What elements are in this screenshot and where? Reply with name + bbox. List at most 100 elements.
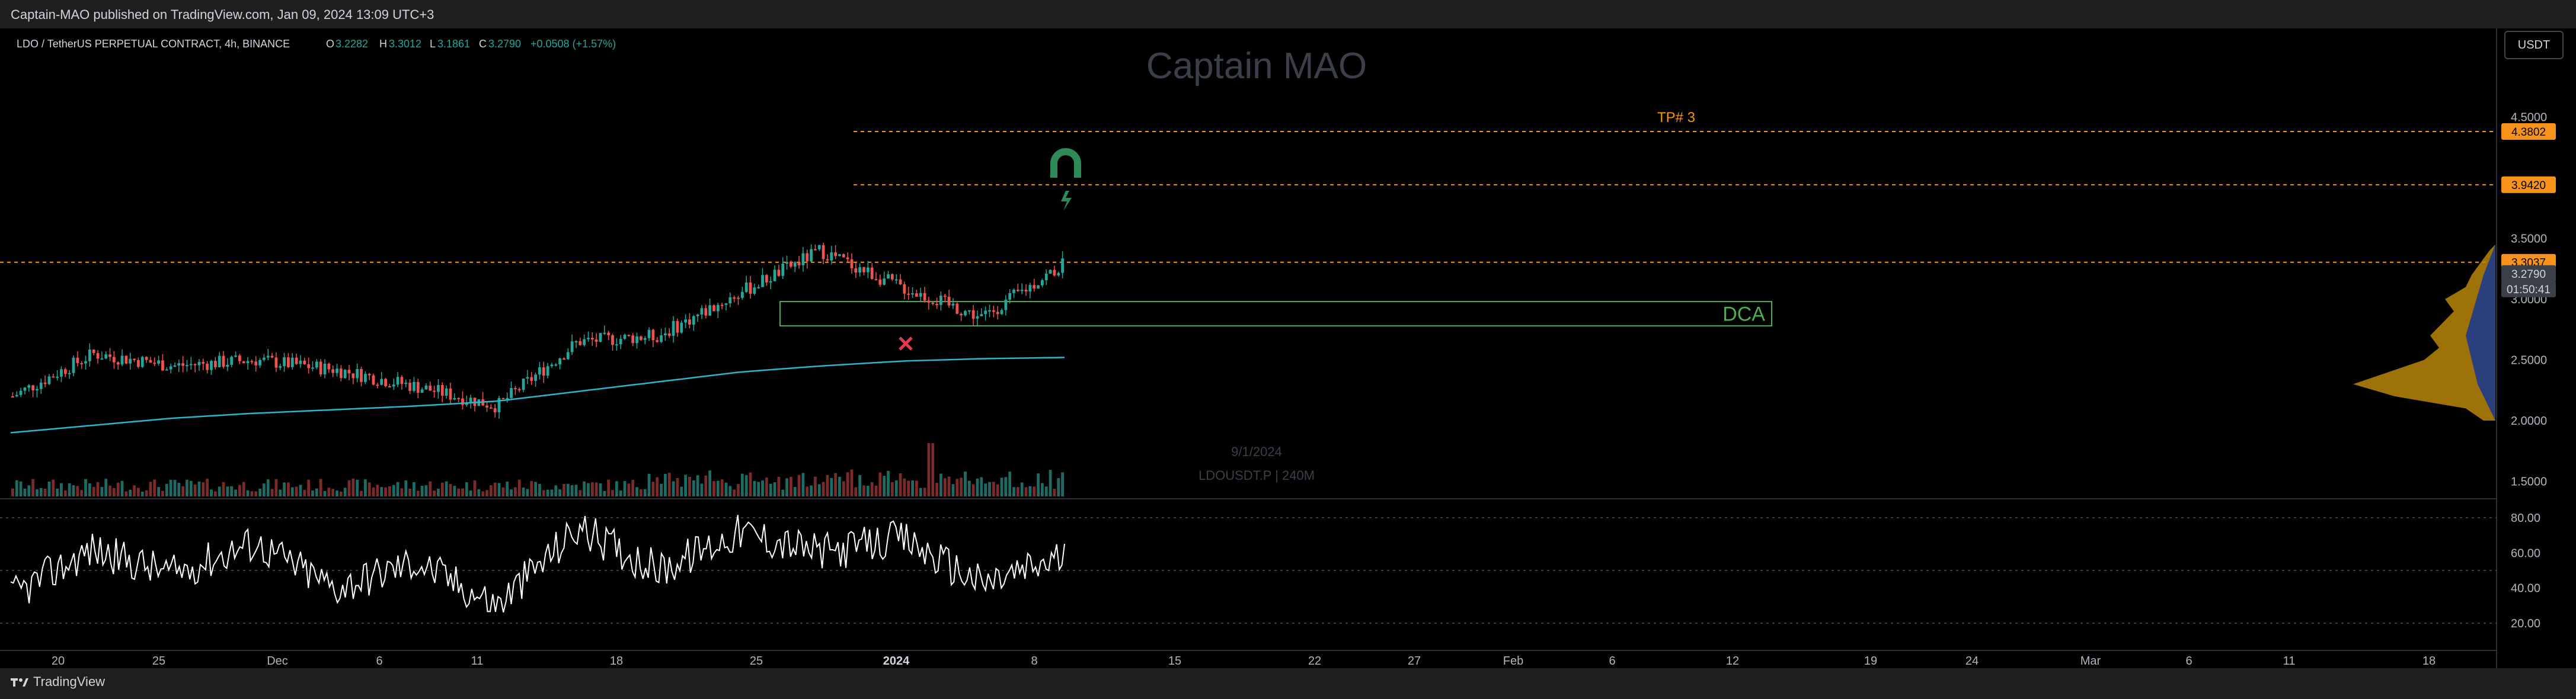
candle-body <box>570 341 574 352</box>
volume-bar <box>60 483 63 496</box>
volume-bar <box>558 489 562 496</box>
volume-bar <box>1061 472 1064 496</box>
candle-body <box>360 368 363 382</box>
candle-body <box>497 397 501 413</box>
volume-bar <box>112 488 116 496</box>
volume-bar <box>716 480 720 496</box>
volume-bar <box>769 483 772 496</box>
time-tick-label: 27 <box>1408 655 1421 668</box>
volume-bar <box>785 478 788 496</box>
price-tag-label: 4.3802 <box>2511 126 2546 139</box>
candle-body <box>550 364 554 367</box>
candle-body <box>1008 293 1012 300</box>
volume-bar <box>137 488 140 496</box>
volume-bar <box>283 482 286 496</box>
candle-body <box>919 293 922 297</box>
rsi-tick-label: 80.00 <box>2511 512 2540 525</box>
volume-bar <box>388 486 391 496</box>
volume-bar <box>915 480 918 496</box>
candle-body <box>270 355 274 358</box>
volume-bar <box>712 481 715 496</box>
volume-bar <box>331 489 335 496</box>
volume-bar <box>534 482 537 496</box>
volume-bar <box>440 482 444 496</box>
volume-bar <box>96 482 100 496</box>
volume-bar <box>656 477 659 496</box>
price-tag-bg <box>2501 265 2556 282</box>
time-tick-label: 2024 <box>883 655 910 668</box>
candle-body <box>250 361 254 363</box>
volume-bar <box>810 485 813 496</box>
volume-bar <box>887 470 890 496</box>
volume-bar <box>250 491 254 496</box>
candle-body <box>870 267 874 279</box>
candle-body <box>951 303 955 306</box>
candle-body <box>590 338 594 340</box>
candle-body <box>960 313 963 316</box>
volume-bar <box>197 481 201 496</box>
volume-bar <box>372 487 375 496</box>
candle-body <box>19 390 23 395</box>
dca-zone[interactable] <box>779 301 1772 327</box>
volume-bar <box>935 483 938 496</box>
volume-bar <box>522 488 525 496</box>
candle-body <box>599 333 602 342</box>
volume-bar <box>420 486 424 496</box>
candle-body <box>639 336 643 340</box>
volume-bar <box>964 471 967 496</box>
candle-body <box>680 322 683 333</box>
volume-bar <box>858 475 862 496</box>
volume-bar <box>1020 482 1024 496</box>
candle-body <box>526 377 529 379</box>
volume-bar <box>753 481 756 496</box>
volume-bar <box>323 490 327 496</box>
time-axis[interactable]: 20 25 Dec 6 11 18 25 2024 8 15 22 27 Feb 6 12 19 24 Mar 6 1… <box>52 655 2436 668</box>
volume-bar <box>449 484 452 496</box>
candle-body <box>562 358 565 360</box>
time-tick-label: 11 <box>471 655 484 668</box>
candle-body <box>1053 270 1056 275</box>
volume-bar <box>1000 477 1003 496</box>
volume-bar <box>206 479 209 496</box>
candle-body <box>347 370 351 374</box>
volume-bar <box>497 483 501 496</box>
candle-body <box>976 316 979 319</box>
svg-text:C: C <box>479 38 487 50</box>
candle-body <box>1044 273 1048 280</box>
volume-bar <box>473 480 477 496</box>
candle-body <box>1057 272 1060 275</box>
candle-body <box>449 388 452 400</box>
candle-body <box>939 296 942 305</box>
volume-bar <box>287 482 290 496</box>
svg-text:3.2282: 3.2282 <box>335 38 368 50</box>
volume-bar <box>68 483 71 496</box>
volume-bar <box>481 491 485 496</box>
time-tick-label: 6 <box>1609 655 1615 668</box>
candle-body <box>733 297 736 299</box>
time-tick-label: 12 <box>1726 655 1739 668</box>
volume-bar <box>890 482 894 496</box>
volume-bar <box>230 486 234 496</box>
price-tag-bg <box>2501 280 2556 297</box>
candle-body <box>52 376 55 378</box>
volume-bar <box>817 484 821 496</box>
volume-bar <box>720 479 724 496</box>
candle-body <box>822 245 825 259</box>
volume-bar <box>980 477 983 496</box>
candle-body <box>810 249 813 262</box>
currency-button[interactable]: USDT <box>2504 31 2564 59</box>
price-tag-bg <box>2501 123 2556 140</box>
candle-body <box>1049 270 1052 274</box>
candle-body <box>955 303 959 314</box>
volume-bar <box>733 489 736 496</box>
candle-body <box>331 369 335 373</box>
candle-body <box>664 333 667 336</box>
tradingview-logo[interactable]: TradingView <box>11 673 105 691</box>
volume-bar <box>493 482 497 496</box>
candle-body <box>116 362 120 365</box>
candle-body <box>437 385 440 392</box>
volume-bar <box>218 486 221 496</box>
